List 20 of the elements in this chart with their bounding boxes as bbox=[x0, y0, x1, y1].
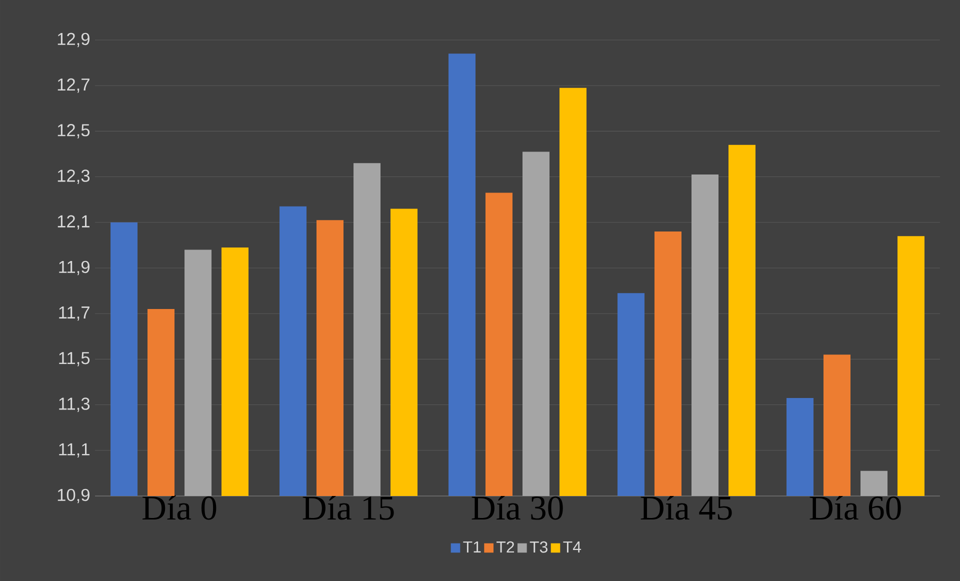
y-tick-label: 11,3 bbox=[59, 398, 90, 412]
y-tick-label: 11,7 bbox=[59, 306, 90, 321]
y-tick-label: 11,1 bbox=[59, 443, 90, 458]
legend-label: T1 bbox=[463, 541, 481, 552]
y-tick-label: 12,3 bbox=[58, 170, 90, 184]
y-tick-label: 10,9 bbox=[58, 488, 90, 504]
x-tick-label: Día 60 bbox=[810, 495, 901, 520]
x-tick-label: Día 15 bbox=[302, 495, 394, 520]
legend-label: T3 bbox=[530, 541, 548, 553]
x-tick-label: Día 0 bbox=[142, 495, 216, 520]
y-tick-label: 12,1 bbox=[58, 215, 90, 230]
y-tick-label: 11,9 bbox=[59, 260, 90, 276]
x-tick-label: Día 30 bbox=[472, 495, 563, 520]
x-tick-label: Día 45 bbox=[640, 495, 732, 520]
y-tick-label: 11,5 bbox=[59, 352, 90, 366]
y-tick-label: 12,5 bbox=[58, 124, 90, 138]
legend-label: T4 bbox=[563, 541, 582, 552]
y-tick-label: 12,9 bbox=[58, 32, 90, 48]
y-tick-label: 12,7 bbox=[58, 78, 90, 93]
legend-label: T2 bbox=[496, 541, 514, 553]
